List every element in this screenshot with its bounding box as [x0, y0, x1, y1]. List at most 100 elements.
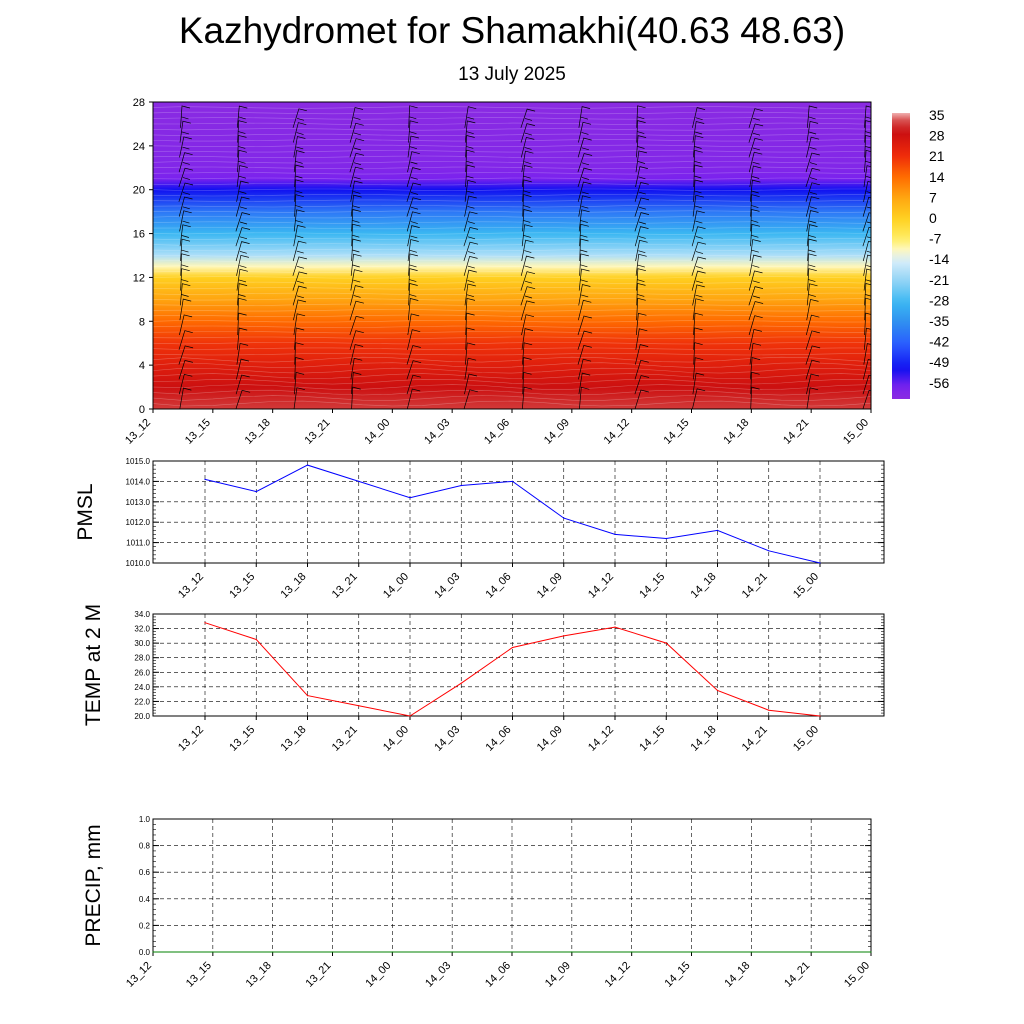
wind-barb: [577, 167, 592, 188]
wind-barb: [863, 343, 871, 365]
wind-barb: [520, 136, 535, 158]
y-tick-label: 1015.0: [126, 457, 151, 466]
wind-barb: [749, 342, 762, 365]
wind-barb: [862, 374, 871, 395]
contour-line: [153, 320, 871, 323]
wind-barb: [406, 182, 422, 202]
temp-panel: 34.0 32.0 30.0 28.0 26.0 24.0 22.0 20.0 13_12 13_…: [82, 604, 885, 754]
wind-barb: [179, 136, 192, 158]
wind-barb: [806, 298, 819, 321]
wind-barb: [577, 153, 593, 173]
wind-barb: [691, 270, 706, 291]
wind-barb: [294, 164, 304, 188]
wind-barb: [464, 373, 478, 395]
contour-line: [153, 331, 871, 334]
wind-barb: [807, 105, 818, 128]
wind-barb: [750, 223, 760, 247]
y-tick-label: 12: [133, 272, 145, 284]
data-point: [255, 638, 257, 641]
wind-barb: [805, 167, 821, 188]
wind-barb: [522, 209, 532, 232]
contour-line: [153, 122, 871, 126]
wind-barb: [406, 167, 421, 188]
wind-barb: [464, 357, 477, 380]
x-tick-label: 13_12: [176, 724, 206, 754]
wind-barb: [237, 120, 247, 143]
y-tick-label: 1011.0: [126, 539, 150, 548]
wind-barb: [464, 269, 477, 291]
wind-barb: [463, 389, 478, 409]
heatmap-panel: 0 4 8 12 16 20 24 28 13_12 13_15 13_18 13_21 14_00 14…: [123, 97, 949, 447]
wind-barb: [407, 329, 421, 350]
data-point: [563, 517, 565, 519]
contour-line: [153, 336, 871, 339]
wind-barb: [237, 312, 247, 336]
wind-barb: [465, 327, 475, 350]
y-tick-label: 4: [139, 360, 145, 372]
wind-barb: [521, 328, 534, 350]
data-point: [331, 951, 334, 953]
wind-barb: [406, 211, 421, 232]
wind-barb: [179, 283, 191, 306]
wind-barb: [351, 238, 361, 262]
chart-title: Kazhydromet for Shamakhi(40.63 48.63): [178, 10, 846, 51]
wind-barb: [634, 212, 650, 232]
wind-barb: [179, 314, 193, 336]
wind-barb: [349, 315, 365, 336]
pmsl-panel: 1015.0 1014.0 1013.0 1012.0 1011.0 1010.0 13_1…: [74, 457, 885, 601]
wind-barb: [805, 152, 820, 173]
data-point: [460, 484, 462, 487]
wind-barb: [750, 386, 760, 409]
contour-line: [153, 172, 871, 175]
x-tick-label: 13_21: [303, 417, 333, 447]
wind-barb: [408, 253, 418, 276]
wind-barb: [750, 208, 760, 232]
contour-line: [153, 150, 871, 153]
x-tick-label: 14_18: [689, 724, 719, 754]
y-tick-label: 32.0: [134, 625, 150, 634]
wind-barb: [292, 271, 308, 291]
x-tick-label: 14_06: [482, 417, 512, 447]
wind-barb: [292, 256, 307, 276]
wind-barb: [864, 312, 871, 336]
wind-barb: [407, 313, 420, 336]
wind-barb: [635, 239, 648, 262]
wind-barb: [805, 196, 820, 217]
wind-barb: [522, 342, 533, 365]
wind-barb: [805, 182, 820, 202]
contour-line: [153, 155, 871, 158]
x-tick-label: 13_18: [279, 724, 309, 754]
wind-barb: [522, 357, 532, 380]
wind-barb: [407, 135, 419, 158]
wind-barb: [464, 120, 476, 143]
x-tick-label: 13_15: [227, 571, 257, 601]
x-tick-label: 15_00: [842, 960, 872, 990]
wind-barb: [237, 327, 248, 350]
wind-barb: [293, 150, 305, 173]
x-tick-label: 14_12: [603, 960, 633, 990]
wind-barb: [578, 195, 591, 217]
wind-barb: [748, 301, 764, 321]
x-tick-label: 13_18: [244, 960, 274, 990]
wind-barb: [805, 314, 820, 336]
wind-barb: [522, 386, 533, 409]
data-point: [451, 951, 453, 953]
data-point: [563, 635, 565, 637]
wind-barb: [807, 253, 817, 276]
wind-barb: [693, 327, 703, 350]
wind-barb: [807, 238, 817, 262]
wind-barb: [293, 299, 307, 321]
wind-barb: [749, 179, 761, 202]
wind-barb: [749, 165, 762, 188]
wind-barb: [635, 253, 647, 276]
wind-barb: [748, 151, 763, 173]
wind-barb: [178, 330, 193, 350]
wind-barb: [180, 268, 190, 291]
wind-barb: [634, 181, 649, 202]
contour-line: [153, 183, 871, 186]
wind-barb: [522, 371, 532, 395]
y-tick-label: 0.4: [139, 895, 151, 904]
wind-barb: [294, 371, 305, 395]
x-tick-label: 13_18: [279, 571, 309, 601]
wind-barb: [465, 297, 476, 321]
